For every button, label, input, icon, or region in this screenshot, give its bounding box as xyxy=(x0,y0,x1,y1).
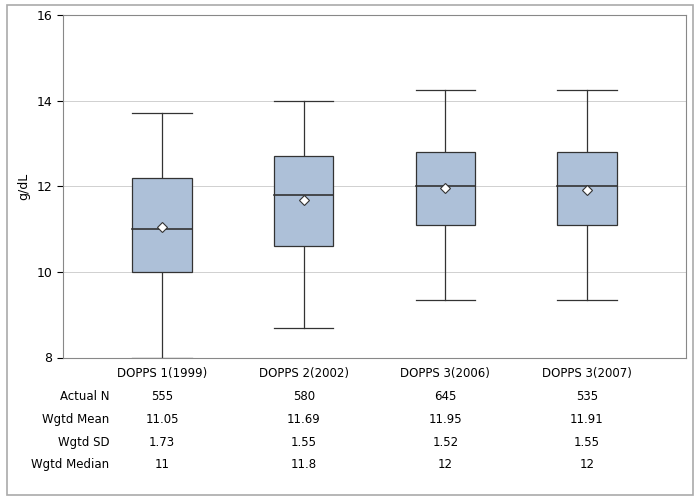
Text: Wgtd Mean: Wgtd Mean xyxy=(43,413,110,426)
Text: 535: 535 xyxy=(576,390,598,403)
Text: 12: 12 xyxy=(438,458,453,471)
Text: DOPPS 3(2007): DOPPS 3(2007) xyxy=(542,368,632,380)
Text: Wgtd Median: Wgtd Median xyxy=(32,458,110,471)
Text: DOPPS 2(2002): DOPPS 2(2002) xyxy=(259,368,349,380)
Text: 11.8: 11.8 xyxy=(290,458,317,471)
Bar xyxy=(557,152,617,225)
Text: DOPPS 3(2006): DOPPS 3(2006) xyxy=(400,368,490,380)
Y-axis label: g/dL: g/dL xyxy=(17,172,30,200)
Text: 555: 555 xyxy=(151,390,173,403)
Text: 1.55: 1.55 xyxy=(290,436,316,448)
Bar xyxy=(132,178,192,272)
Text: 11.91: 11.91 xyxy=(570,413,604,426)
Text: 11.95: 11.95 xyxy=(428,413,462,426)
Text: 11.05: 11.05 xyxy=(146,413,179,426)
Text: 1.55: 1.55 xyxy=(574,436,600,448)
Text: 11.69: 11.69 xyxy=(287,413,321,426)
Text: 580: 580 xyxy=(293,390,315,403)
Text: DOPPS 1(1999): DOPPS 1(1999) xyxy=(117,368,207,380)
Text: 1.52: 1.52 xyxy=(432,436,458,448)
Text: Wgtd SD: Wgtd SD xyxy=(58,436,110,448)
Text: 11: 11 xyxy=(155,458,169,471)
Text: 645: 645 xyxy=(434,390,456,403)
Bar xyxy=(416,152,475,225)
Text: 12: 12 xyxy=(580,458,594,471)
Text: 1.73: 1.73 xyxy=(149,436,175,448)
Text: Actual N: Actual N xyxy=(60,390,110,403)
Bar xyxy=(274,156,333,246)
